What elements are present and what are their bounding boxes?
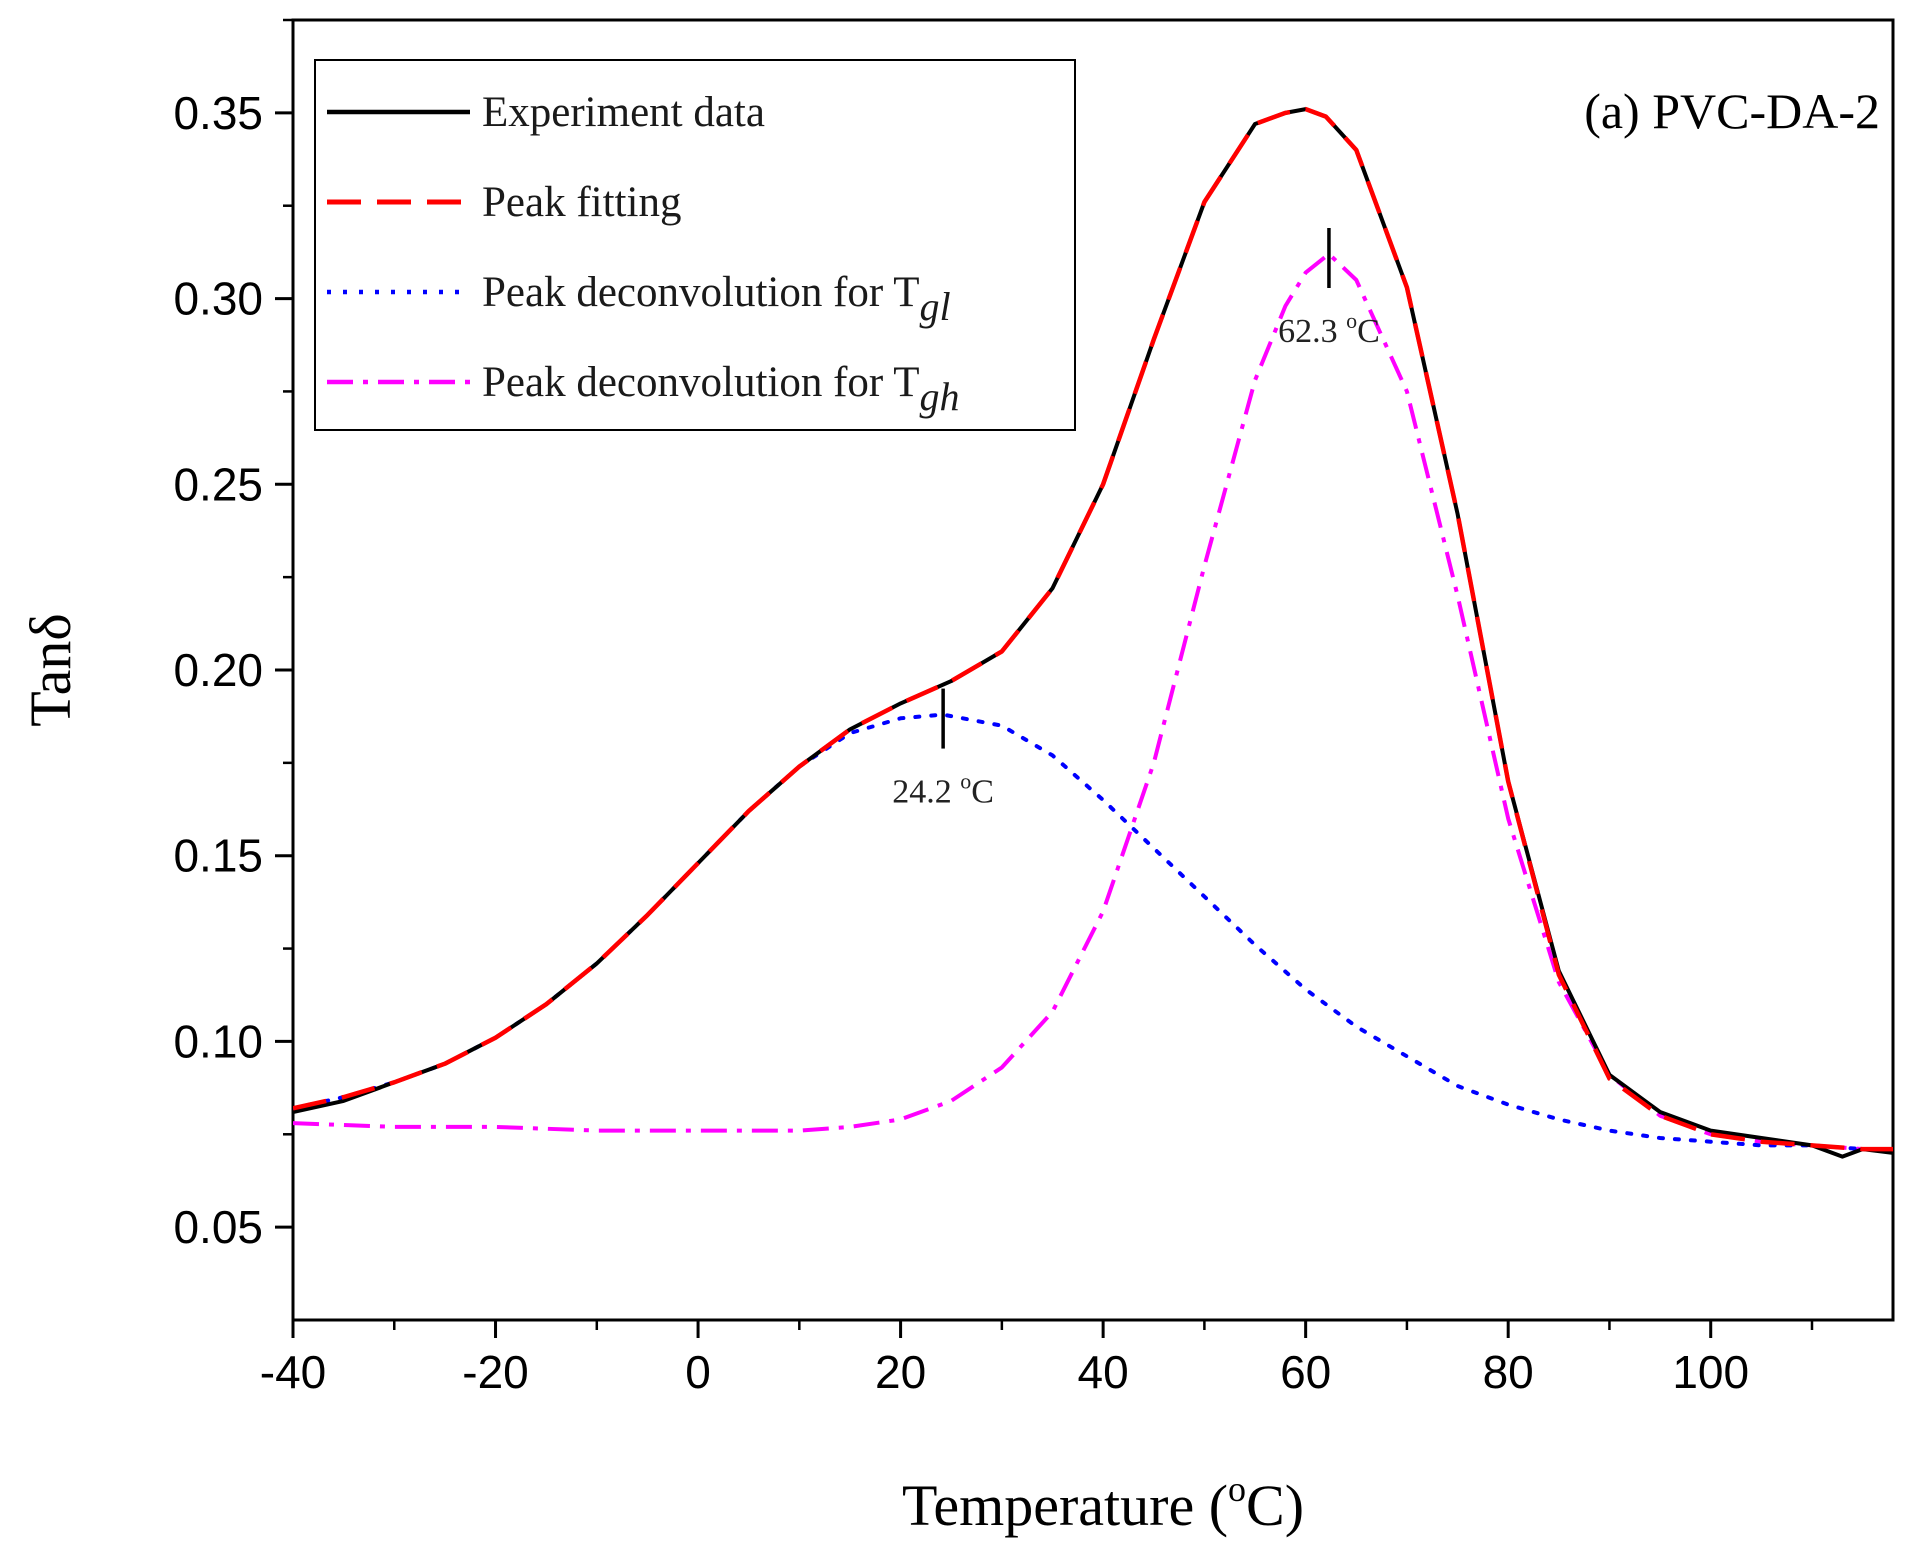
legend-label-sub: gh xyxy=(919,374,959,419)
y-axis-title: Tanδ xyxy=(18,613,83,726)
chart-title: (a) PVC-DA-2 xyxy=(1584,83,1880,139)
peak-annotation: 62.3 oC xyxy=(1278,308,1380,350)
annotation-unit: C xyxy=(1357,313,1380,350)
legend: Experiment data Peak fitting Peak deconvol… xyxy=(314,59,1076,431)
legend-box xyxy=(314,59,1076,431)
legend-label: Peak deconvolution for Tgh xyxy=(482,359,959,419)
y-tick-label: 0.25 xyxy=(173,458,263,510)
series-line-1 xyxy=(293,106,1893,1152)
x-tick-label: 0 xyxy=(685,1346,711,1398)
legend-label: Peak fitting xyxy=(482,179,681,226)
x-axis-title-unit: C) xyxy=(1246,1473,1304,1538)
y-tick-label: 0.35 xyxy=(173,87,263,139)
y-tick-label: 0.05 xyxy=(173,1201,263,1253)
legend-label: Experiment data xyxy=(482,89,765,136)
y-tick-label: 0.10 xyxy=(173,1015,263,1067)
legend-label-text: Experiment data xyxy=(482,89,765,136)
x-axis-title-sup: o xyxy=(1228,1469,1246,1509)
x-tick-label: -40 xyxy=(260,1346,326,1398)
legend-item: Peak deconvolution for Tgl xyxy=(327,269,951,329)
legend-item: Experiment data xyxy=(327,89,765,136)
series-line-2 xyxy=(293,712,1893,1152)
annotation-value: 24.2 xyxy=(892,774,960,811)
annotation-sup: o xyxy=(1346,308,1357,333)
series-layer xyxy=(293,106,1893,1159)
legend-label-text: Peak fitting xyxy=(482,179,681,226)
legend-label-text: Peak deconvolution for T xyxy=(482,359,919,406)
x-axis-title: Temperature (oC) xyxy=(902,1469,1304,1538)
legend-item: Peak deconvolution for Tgh xyxy=(327,359,959,419)
x-tick-label: 80 xyxy=(1483,1346,1534,1398)
x-tick-label: 60 xyxy=(1280,1346,1331,1398)
annotation-value: 62.3 xyxy=(1278,313,1346,350)
y-tick-label: 0.30 xyxy=(173,273,263,325)
x-tick-label: -20 xyxy=(462,1346,528,1398)
legend-label-text: Peak deconvolution for T xyxy=(482,269,919,316)
legend-item: Peak fitting xyxy=(327,179,681,226)
x-tick-label: 40 xyxy=(1078,1346,1129,1398)
axes-layer: -40 -20 0 20 40 60 80 100 0.05 0.10 0.15 0.20 0.25 0.… xyxy=(173,18,1895,1398)
legend-label: Peak deconvolution for Tgl xyxy=(482,269,951,329)
annotation-sup: o xyxy=(960,769,971,794)
x-axis-title-text: Temperature ( xyxy=(902,1473,1228,1538)
peak-annotation: 24.2 oC xyxy=(892,769,994,811)
y-tick-label: 0.15 xyxy=(173,830,263,882)
x-tick-label: 100 xyxy=(1672,1346,1749,1398)
annotation-unit: C xyxy=(971,774,994,811)
x-tick-label: 20 xyxy=(875,1346,926,1398)
y-tick-label: 0.20 xyxy=(173,644,263,696)
legend-label-sub: gl xyxy=(919,284,950,329)
